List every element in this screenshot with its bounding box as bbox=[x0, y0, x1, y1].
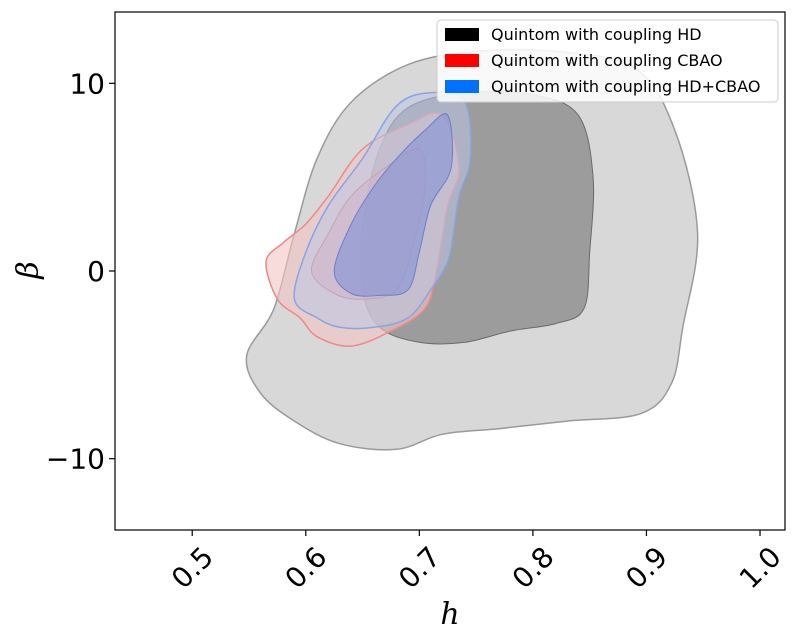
legend-label: Quintom with coupling CBAO bbox=[491, 51, 723, 70]
x-tick-label: 0.7 bbox=[392, 540, 447, 595]
contour-layer bbox=[245, 48, 699, 451]
x-axis-label: h bbox=[440, 597, 459, 632]
y-axis: 10 0 −10 bbox=[46, 67, 115, 476]
legend-swatch bbox=[445, 54, 479, 67]
legend: Quintom with coupling HD Quintom with cou… bbox=[436, 19, 779, 103]
x-tick-label: 0.5 bbox=[165, 540, 220, 595]
y-axis-label: β bbox=[11, 261, 46, 279]
legend-swatch bbox=[445, 80, 479, 93]
y-tick-label: −10 bbox=[46, 443, 105, 476]
legend-label: Quintom with coupling HD+CBAO bbox=[491, 77, 760, 96]
legend-label: Quintom with coupling HD bbox=[491, 25, 702, 44]
legend-box bbox=[436, 19, 779, 103]
legend-swatch bbox=[445, 28, 479, 41]
x-tick-label: 0.9 bbox=[619, 540, 674, 595]
x-tick-label: 0.6 bbox=[279, 540, 334, 595]
x-tick-label: 1.0 bbox=[733, 540, 788, 595]
y-tick-label: 10 bbox=[69, 67, 105, 100]
quintom-with-coupling-hd-cbao-1sigma-contour bbox=[333, 113, 453, 297]
y-tick-label: 0 bbox=[87, 255, 105, 288]
x-axis: 0.5 0.6 0.7 0.8 0.9 1.0 bbox=[165, 530, 788, 595]
x-tick-label: 0.8 bbox=[506, 540, 561, 595]
